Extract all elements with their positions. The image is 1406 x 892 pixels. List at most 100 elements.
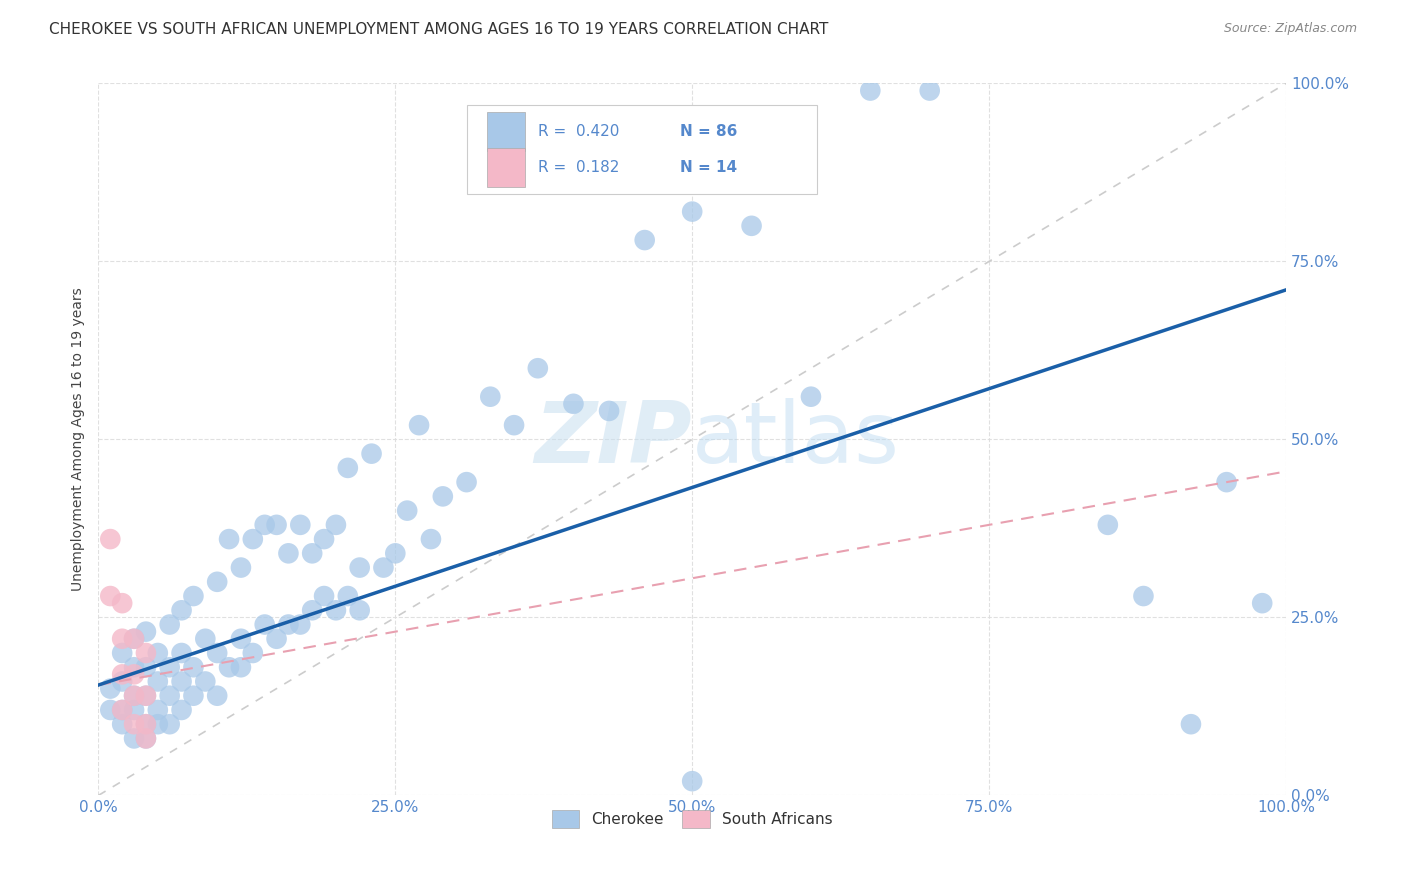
Point [503,418,526,433]
Point [229,632,252,646]
Point [122,689,145,703]
Point [122,703,145,717]
Point [266,517,288,532]
Point [1132,589,1154,603]
FancyBboxPatch shape [486,112,524,152]
Point [325,603,347,617]
Point [159,617,181,632]
Point [122,632,145,646]
Point [194,632,217,646]
FancyBboxPatch shape [486,148,524,187]
Point [229,560,252,574]
Point [218,532,240,546]
Text: N = 14: N = 14 [681,160,737,175]
Point [527,361,550,376]
Point [159,689,181,703]
Point [918,84,941,98]
Point [277,546,299,560]
Text: N = 86: N = 86 [681,124,738,139]
Point [170,703,193,717]
Y-axis label: Unemployment Among Ages 16 to 19 years: Unemployment Among Ages 16 to 19 years [72,287,86,591]
Point [111,596,134,610]
Point [1097,517,1119,532]
Point [111,632,134,646]
Point [146,703,169,717]
Point [135,717,157,731]
Point [159,660,181,674]
Text: R =  0.182: R = 0.182 [538,160,619,175]
Point [159,717,181,731]
Point [205,689,228,703]
Point [1215,475,1237,490]
Point [98,681,121,696]
Point [681,204,703,219]
Point [360,447,382,461]
Text: R =  0.420: R = 0.420 [538,124,619,139]
Point [122,660,145,674]
Point [111,703,134,717]
FancyBboxPatch shape [467,104,817,194]
Text: atlas: atlas [692,398,900,481]
Point [242,646,264,660]
Point [800,390,823,404]
Point [135,731,157,746]
Point [312,532,335,546]
Point [111,646,134,660]
Point [325,517,347,532]
Point [408,418,430,433]
Point [170,603,193,617]
Point [111,667,134,681]
Point [135,689,157,703]
Point [135,689,157,703]
Point [170,674,193,689]
Point [122,632,145,646]
Point [146,646,169,660]
Point [135,660,157,674]
Point [146,674,169,689]
Point [456,475,478,490]
Point [242,532,264,546]
Point [432,489,454,503]
Point [111,703,134,717]
Point [301,603,323,617]
Point [229,660,252,674]
Text: CHEROKEE VS SOUTH AFRICAN UNEMPLOYMENT AMONG AGES 16 TO 19 YEARS CORRELATION CHA: CHEROKEE VS SOUTH AFRICAN UNEMPLOYMENT A… [49,22,828,37]
Point [218,660,240,674]
Point [420,532,443,546]
Point [111,674,134,689]
Point [98,589,121,603]
Point [859,84,882,98]
Point [373,560,395,574]
Point [135,717,157,731]
Point [290,517,312,532]
Point [183,660,205,674]
Point [349,603,371,617]
Point [312,589,335,603]
Point [194,674,217,689]
Point [205,646,228,660]
Point [183,589,205,603]
Point [1180,717,1202,731]
Point [301,546,323,560]
Point [122,667,145,681]
Point [170,646,193,660]
Point [396,503,419,517]
Point [253,517,276,532]
Point [135,624,157,639]
Point [479,390,502,404]
Text: Source: ZipAtlas.com: Source: ZipAtlas.com [1223,22,1357,36]
Point [253,617,276,632]
Point [336,589,359,603]
Point [634,233,657,247]
Legend: Cherokee, South Africans: Cherokee, South Africans [546,805,839,834]
Point [122,717,145,731]
Point [135,646,157,660]
Point [266,632,288,646]
Point [111,717,134,731]
Point [122,731,145,746]
Point [681,774,703,789]
Point [384,546,406,560]
Point [183,689,205,703]
Point [290,617,312,632]
Point [598,404,620,418]
